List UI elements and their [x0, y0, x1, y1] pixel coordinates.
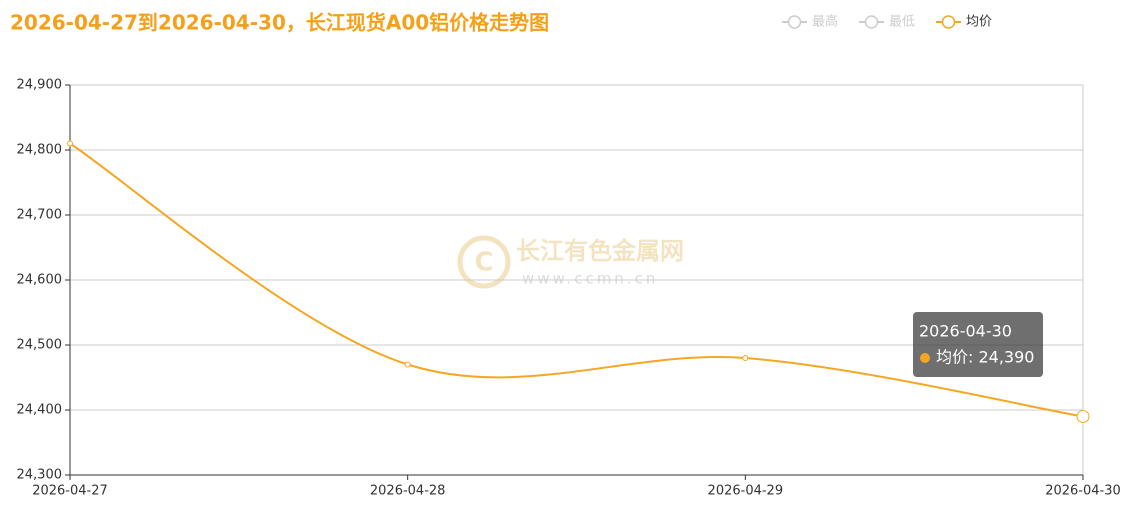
- y-tick-label: 24,500: [17, 338, 63, 353]
- tooltip: 2026-04-30 均价: 24,390: [913, 312, 1043, 377]
- watermark-logo-letter: C: [474, 248, 493, 278]
- tooltip-text: 均价: 24,390: [936, 348, 1034, 367]
- y-tick-label: 24,800: [17, 143, 63, 158]
- watermark-name: 长江有色金属网: [516, 237, 684, 265]
- watermark-logo: [457, 235, 511, 289]
- legend-label: 最高: [812, 14, 838, 30]
- y-tick-label: 24,900: [17, 78, 63, 93]
- y-tick-label: 24,300: [17, 468, 63, 483]
- y-tick-label: 24,600: [17, 273, 63, 288]
- y-tick-label: 24,700: [17, 208, 63, 223]
- y-tick-label: 24,400: [17, 403, 63, 418]
- x-tick-label: 2026-04-27: [32, 484, 108, 499]
- point: [742, 355, 749, 361]
- point: [1076, 410, 1090, 423]
- point: [404, 361, 411, 368]
- x-tick-label: 2026-04-30: [1045, 484, 1121, 499]
- point: [67, 140, 73, 147]
- legend-marker: [787, 15, 802, 29]
- legend-marker: [864, 15, 879, 29]
- tooltip-box: [913, 312, 1043, 377]
- tooltip-title: 2026-04-30: [919, 322, 1012, 341]
- chart-title: 2026-04-27到2026-04-30，长江现货A00铝价格走势图: [10, 11, 549, 35]
- watermark: C 长江有色金属网 www.ccmn.cn: [457, 235, 684, 289]
- line: [69, 142, 1084, 418]
- x-tick-label: 2026-04-28: [370, 484, 446, 499]
- x-tick-label: 2026-04-29: [708, 484, 784, 499]
- tooltip-dot: [920, 353, 930, 363]
- watermark-url: www.ccmn.cn: [522, 270, 658, 288]
- legend-marker: [941, 15, 956, 29]
- legend-label: 最低: [889, 15, 915, 30]
- legend-label: 均价: [966, 15, 992, 30]
